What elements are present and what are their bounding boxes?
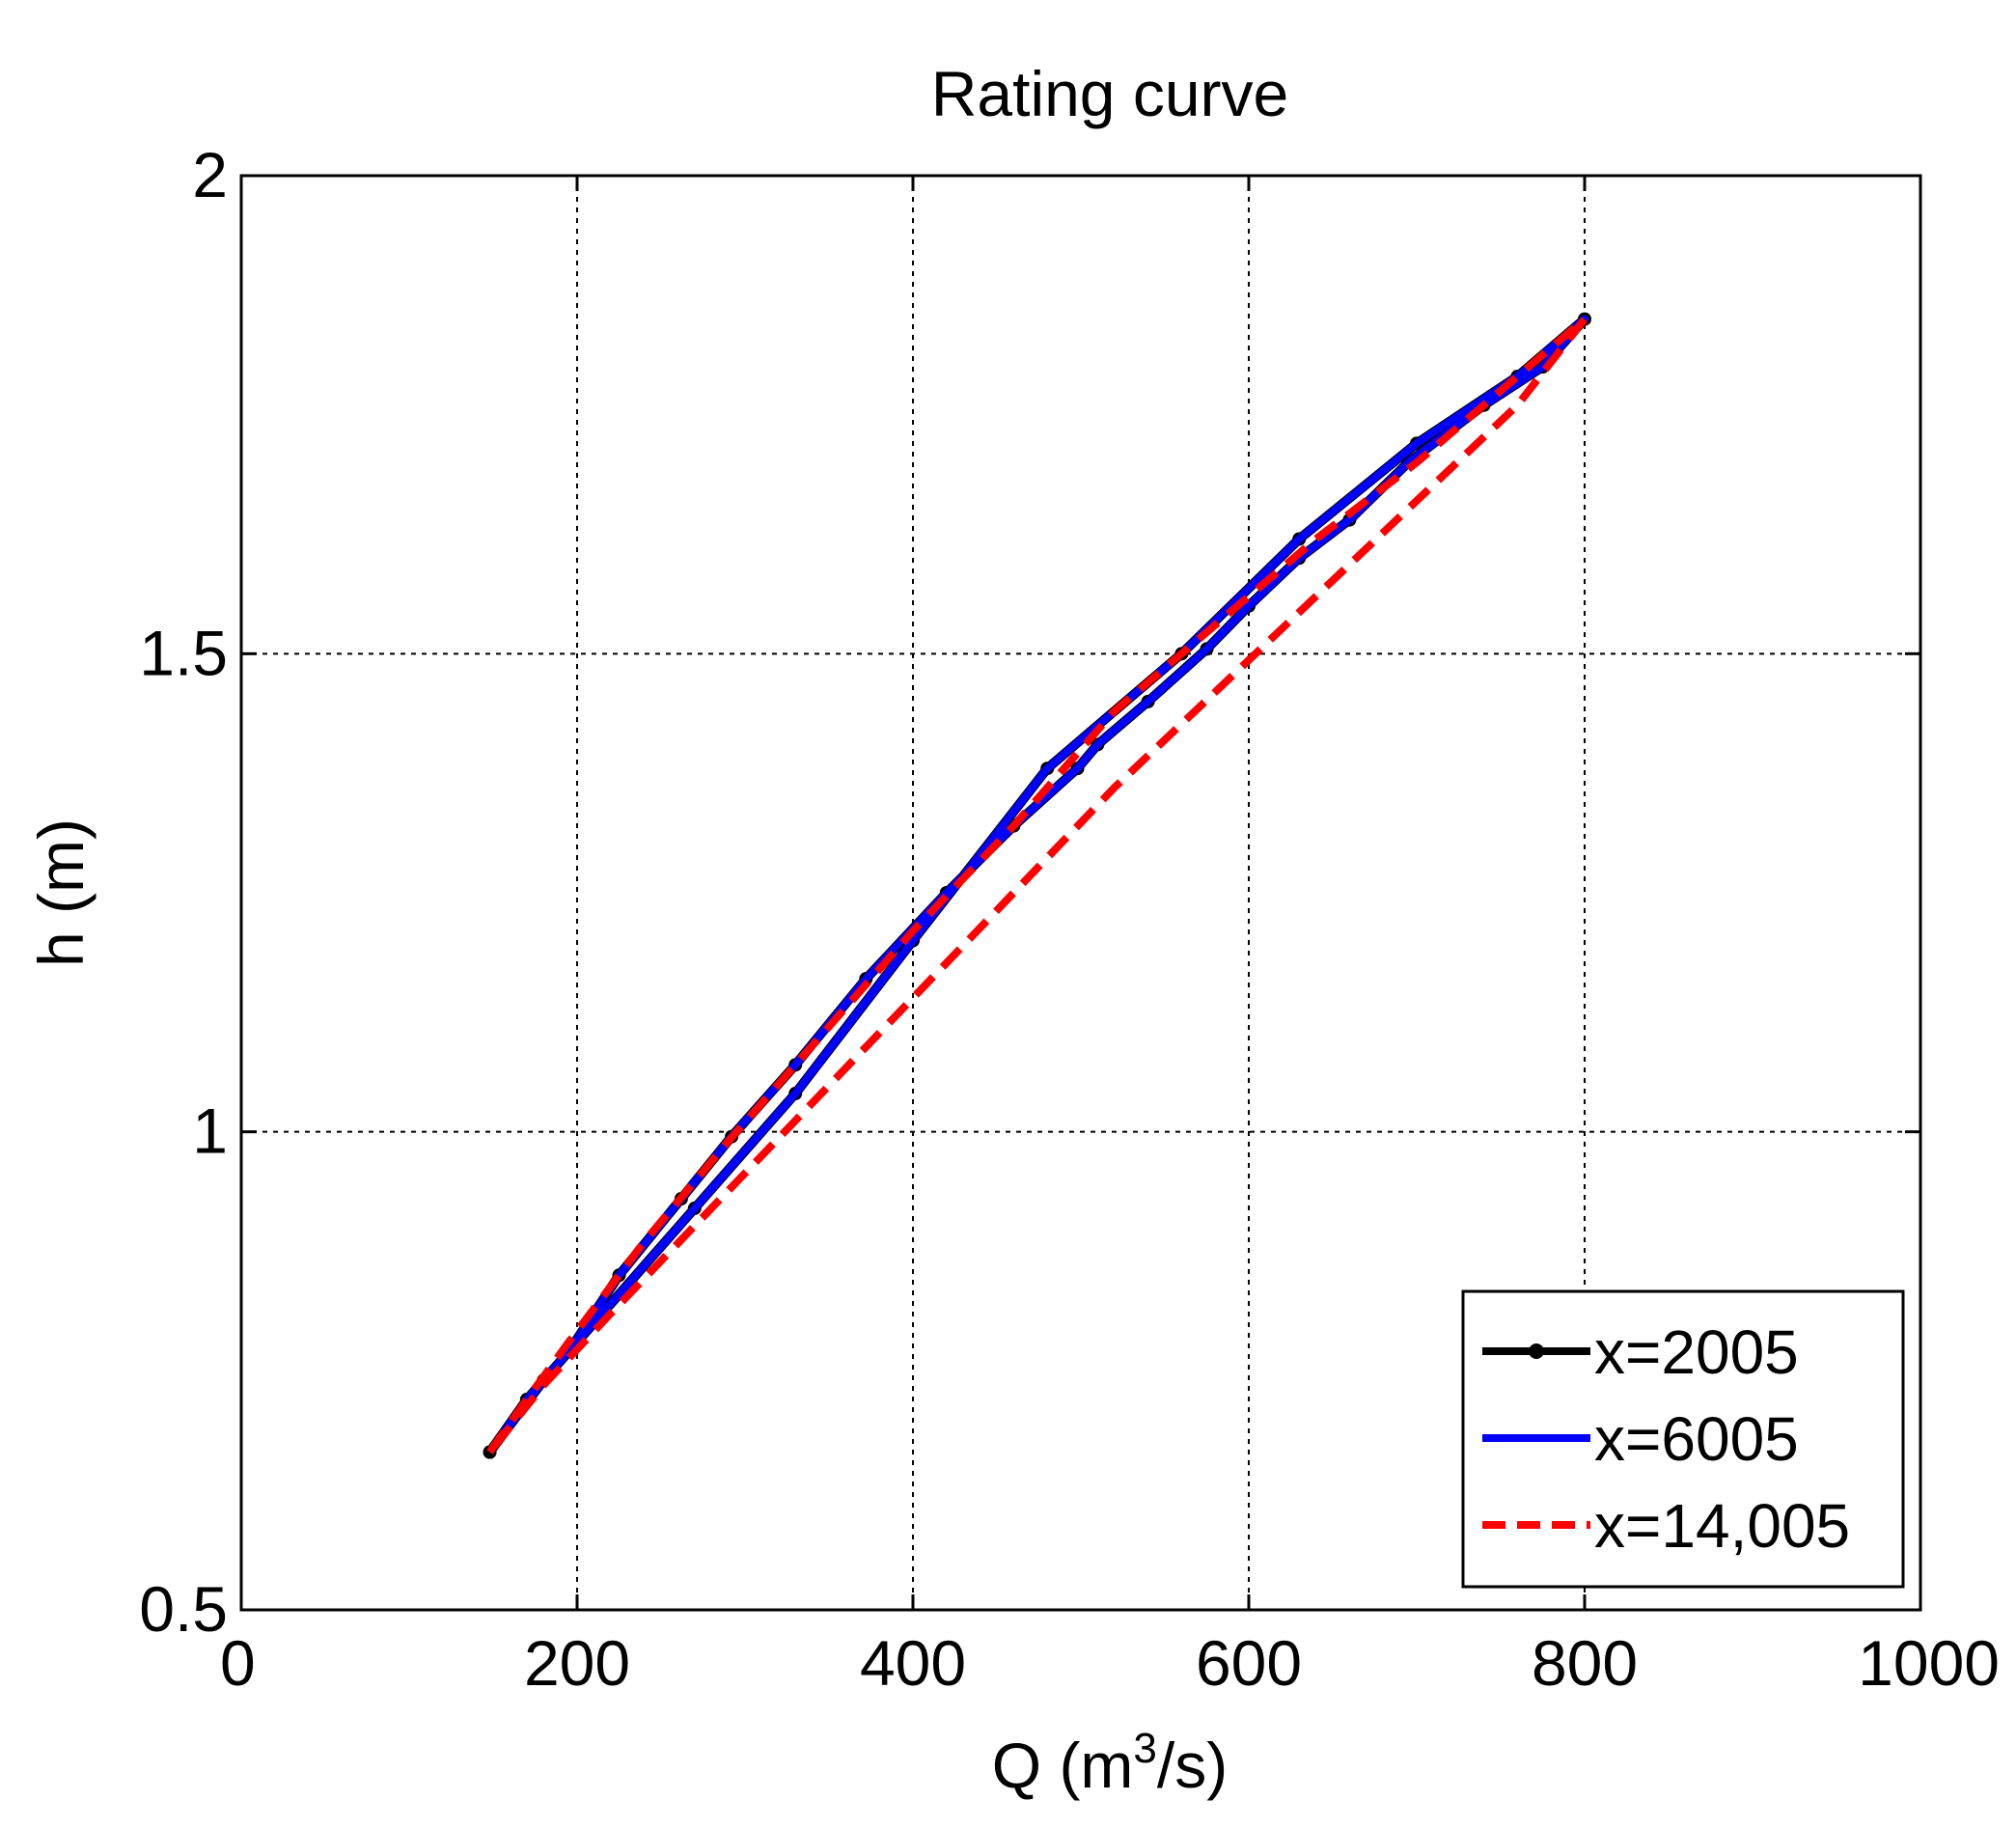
chart-title: Rating curve xyxy=(931,58,1289,129)
legend: x=2005 x=6005 x=14,005 xyxy=(1461,1289,1905,1589)
y-axis-label: h (m) xyxy=(25,818,97,967)
y-tick-label-2: 1.5 xyxy=(139,617,228,688)
tick-layer: 0 200 400 600 800 1000 0.5 1 1.5 2 xyxy=(139,139,2000,1699)
x-tick-label-5: 1000 xyxy=(1858,1627,2000,1699)
x-axis-label-suffix: /s) xyxy=(1157,1730,1228,1801)
y-tick-label-0: 0.5 xyxy=(139,1573,228,1645)
series-line-2 xyxy=(486,315,1588,1455)
legend-marker-0 xyxy=(1529,1343,1544,1359)
y-tick-label-1: 1 xyxy=(192,1095,228,1167)
y-tick-label-3: 2 xyxy=(192,139,228,210)
grid-layer xyxy=(241,176,1920,1610)
x-tick-label-3: 600 xyxy=(1196,1627,1302,1699)
x-tick-label-2: 400 xyxy=(860,1627,966,1699)
x-axis-label-prefix: Q (m xyxy=(992,1730,1134,1801)
plot-frame xyxy=(239,174,1922,1612)
x-tick-label-4: 800 xyxy=(1532,1627,1638,1699)
series-line-0 xyxy=(485,314,1589,1455)
x-axis-label-superscript: 3 xyxy=(1133,1725,1156,1772)
x-tick-label-1: 200 xyxy=(524,1627,630,1699)
legend-label-0: x=2005 xyxy=(1594,1317,1799,1387)
series-layer xyxy=(483,312,1591,1459)
x-tick-label-0: 0 xyxy=(220,1627,256,1699)
x-axis-label: Q (m3/s) xyxy=(992,1725,1228,1801)
legend-label-2: x=14,005 xyxy=(1594,1491,1850,1561)
legend-label-1: x=6005 xyxy=(1594,1404,1799,1474)
series-line-1 xyxy=(486,315,1588,1454)
